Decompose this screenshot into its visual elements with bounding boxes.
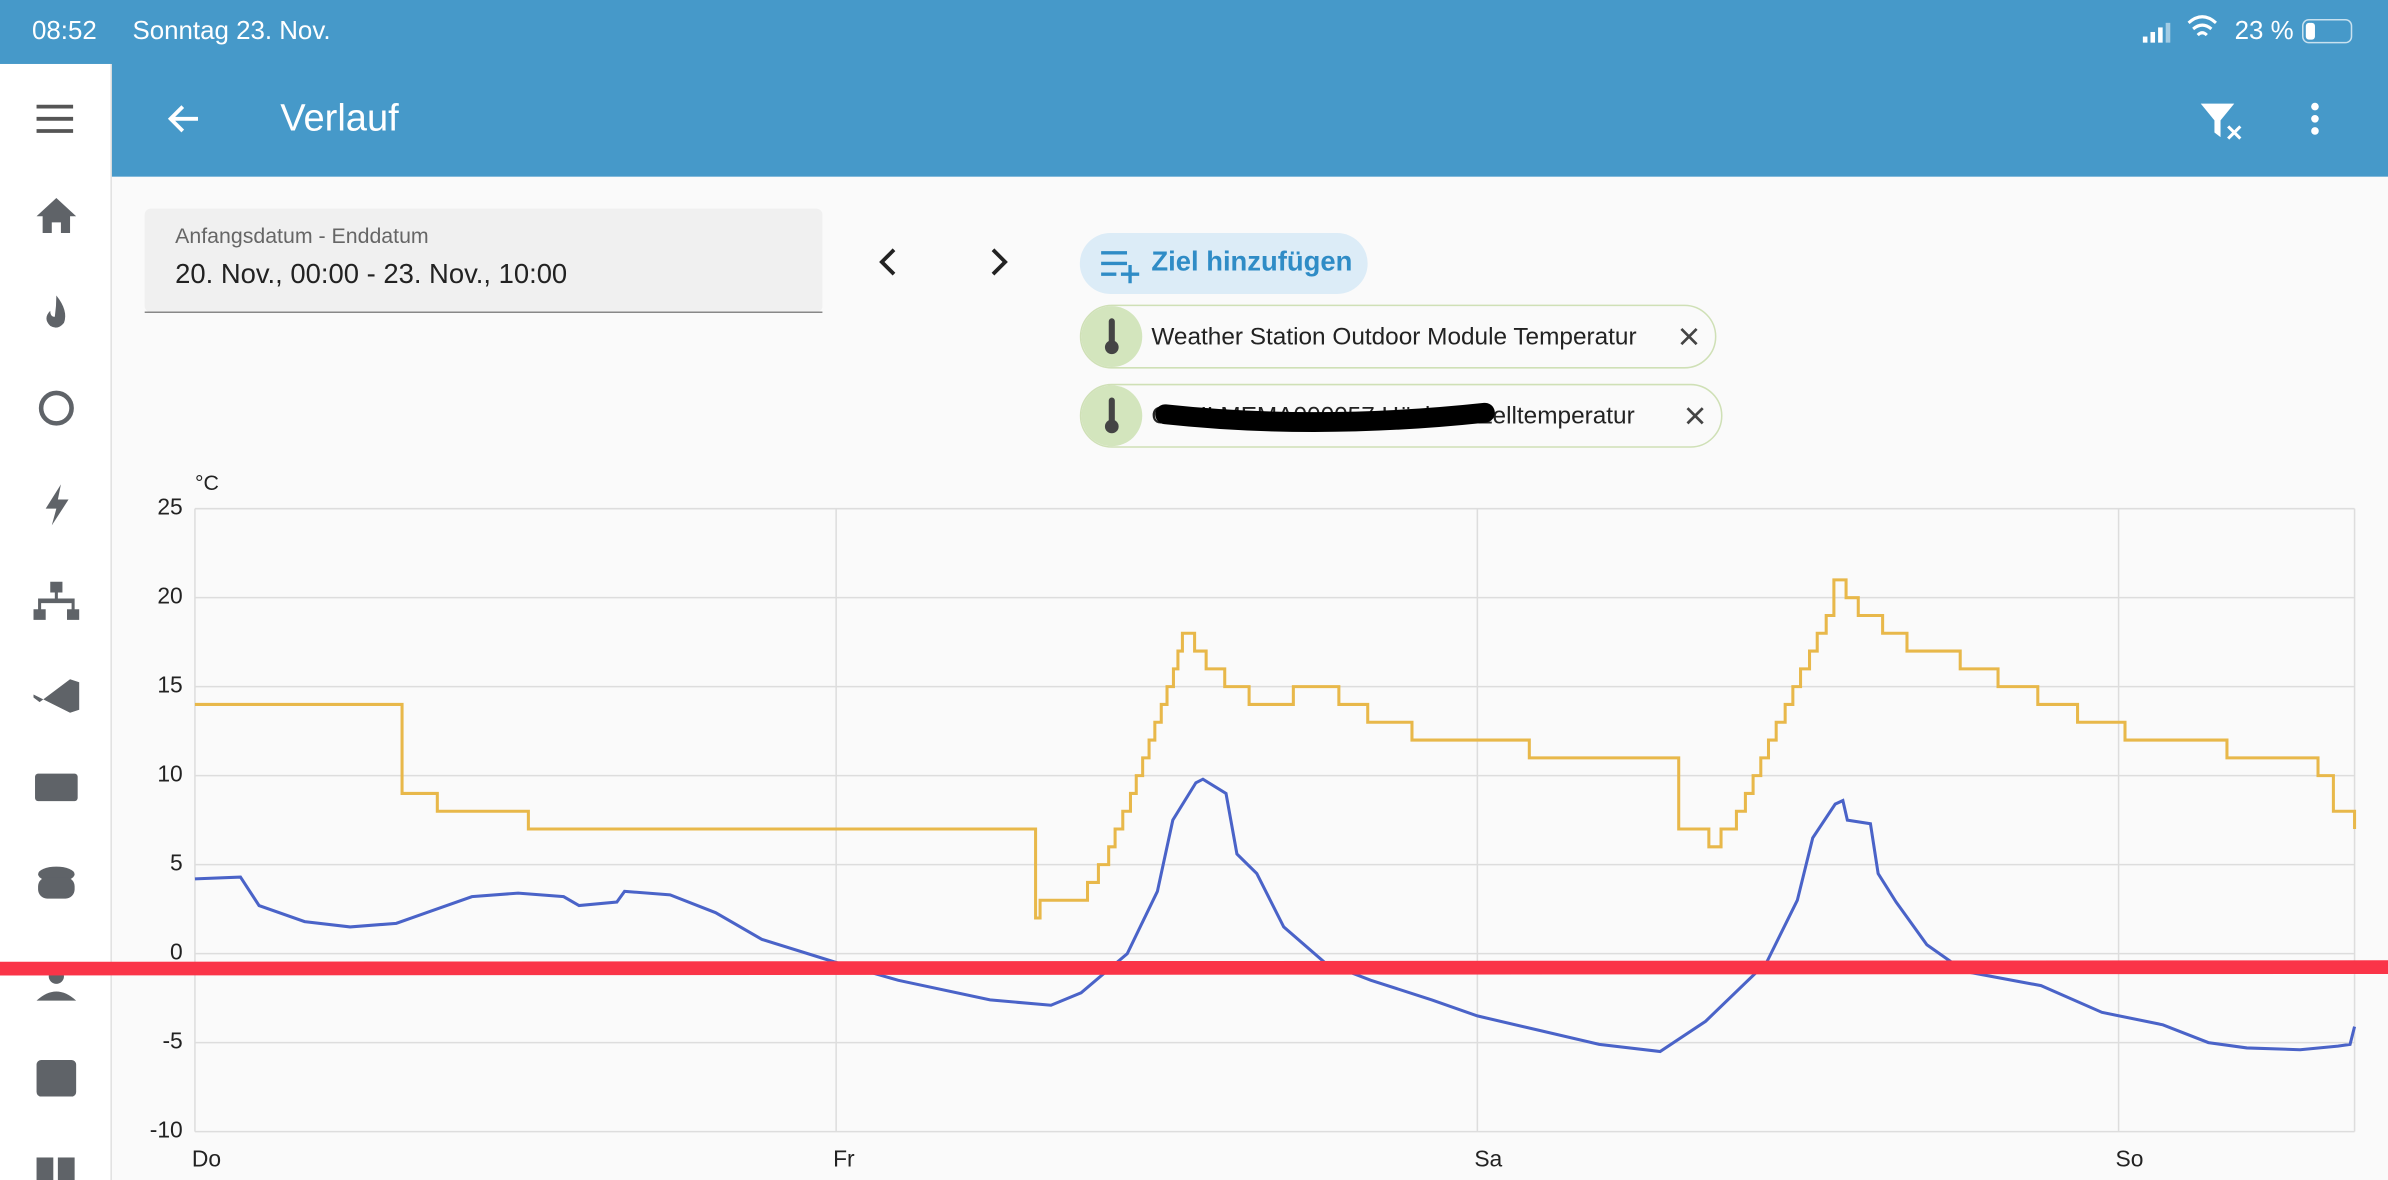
date-picker-label: Anfangsdatum - Enddatum (175, 224, 429, 248)
chip-remove[interactable] (1680, 327, 1698, 346)
chart: °C 25 20 15 10 5 0 -5 -10 Do Fr Sa So (150, 471, 2357, 1172)
filter-x (2227, 125, 2242, 140)
nav-code[interactable] (33, 679, 80, 713)
menu-button[interactable] (36, 104, 74, 133)
y-tick-label: 15 (157, 672, 182, 698)
nav-network[interactable] (33, 581, 80, 620)
chip-icon (1104, 419, 1119, 434)
nav-power[interactable] (45, 484, 69, 526)
filter-clear-button[interactable] (2200, 103, 2235, 138)
y-tick-label: 5 (170, 850, 183, 876)
series-line (194, 777, 2357, 1054)
signal-icon (2142, 22, 2171, 43)
legend: Weather Station Outdoor Module Temperatu… (1079, 304, 1723, 448)
chip-icon (1104, 340, 1119, 355)
add-target-icon (1101, 251, 1140, 284)
x-tick-label: Fr (833, 1146, 855, 1172)
sidebar-icons (33, 197, 80, 1180)
legend-chip (1079, 304, 1717, 369)
chip-icon (1108, 397, 1115, 425)
nav-solar[interactable] (35, 773, 78, 802)
battery-text: 23 % (2235, 17, 2294, 45)
y-tick-label: 10 (157, 761, 182, 787)
y-tick-label: -10 (150, 1117, 183, 1143)
add-target-text: Ziel hinzufügen (1151, 246, 1352, 277)
prev-button[interactable] (879, 248, 896, 276)
nav-map[interactable] (38, 390, 74, 426)
nav-dashboard[interactable] (36, 1157, 54, 1180)
battery-icon (2302, 19, 2353, 44)
nav-home[interactable] (36, 197, 77, 234)
series-line (194, 578, 2357, 920)
nav-person[interactable] (36, 1060, 77, 1097)
nav-energy[interactable] (46, 295, 66, 328)
back-button[interactable] (167, 105, 198, 133)
date-picker-value: 20. Nov., 00:00 - 23. Nov., 10:00 (175, 258, 567, 289)
date-picker[interactable] (144, 208, 823, 313)
add-target-button[interactable] (1079, 233, 1368, 294)
y-tick-label: -5 (162, 1028, 182, 1054)
legend-label: Weather Station Outdoor Module Temperatu… (1151, 324, 1636, 351)
battery-level (2305, 22, 2315, 40)
status-date: Sonntag 23. Nov. (133, 17, 331, 45)
header-bg (0, 0, 2388, 177)
more-button[interactable] (2311, 102, 2319, 135)
x-tick-label: So (2116, 1146, 2144, 1172)
x-tick-label: Do (192, 1146, 221, 1172)
y-axis-label: °C (195, 471, 219, 495)
chip-icon (1108, 318, 1115, 346)
red-annotation-line (0, 960, 2388, 976)
wifi-icon (2187, 15, 2217, 37)
sidebar (0, 63, 112, 1180)
y-tick-label: 0 (170, 939, 183, 965)
next-button[interactable] (991, 248, 1008, 276)
redaction (1155, 402, 1495, 432)
chip-remove[interactable] (1686, 407, 1704, 425)
page-title: Verlauf (280, 97, 399, 139)
y-tick-label: 20 (157, 583, 182, 609)
status-time: 08:52 (32, 17, 97, 45)
x-tick-label: Sa (1474, 1146, 1502, 1172)
y-tick-label: 25 (157, 494, 182, 520)
